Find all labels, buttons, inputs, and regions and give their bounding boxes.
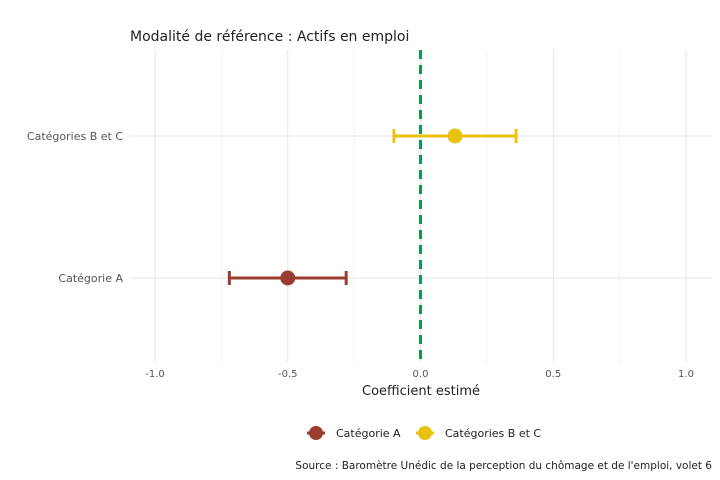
x-tick-label: -0.5 [278,369,298,380]
x-tick-label: 0.5 [545,369,561,380]
x-axis-title: Coefficient estimé [362,384,480,399]
y-tick-label: Catégories B et C [27,130,123,143]
estimate-point [280,270,296,286]
x-tick-label: 0.0 [413,369,429,380]
estimate-point [447,128,463,144]
legend: Catégorie A Catégories B et C [307,426,541,440]
x-tick-label: -1.0 [145,369,165,380]
error-bar-marks [227,128,518,286]
legend-key-point [418,426,432,440]
x-axis-labels: -1.0 -0.5 0.0 0.5 1.0 [145,369,694,380]
legend-key-point [309,426,323,440]
chart-subtitle: Modalité de référence : Actifs en emploi [130,29,409,45]
legend-label: Catégorie A [336,427,401,440]
chart-caption: Source : Baromètre Unédic de la percepti… [295,460,712,472]
y-tick-label: Catégorie A [58,272,123,285]
x-tick-label: 1.0 [678,369,694,380]
legend-label: Catégories B et C [445,427,541,440]
y-axis-labels: Catégorie A Catégories B et C [27,130,124,285]
